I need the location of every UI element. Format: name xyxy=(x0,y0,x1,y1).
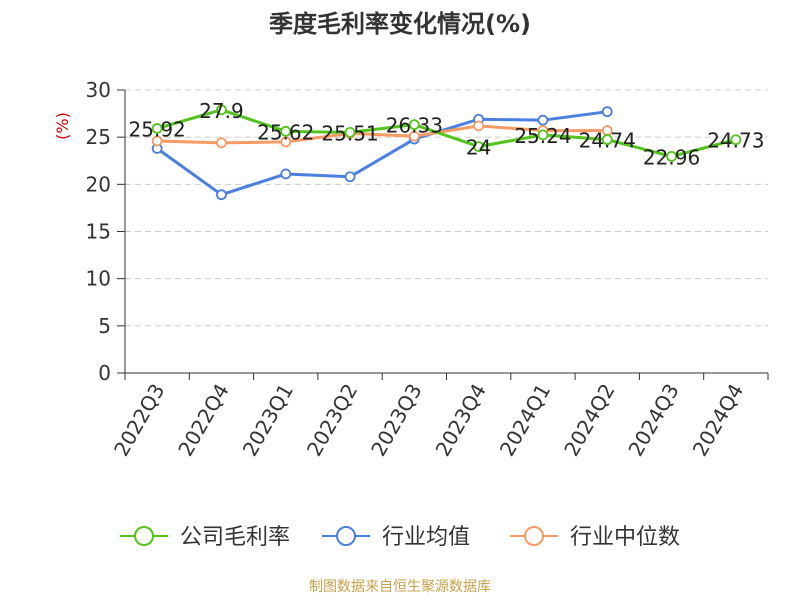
data-point xyxy=(151,123,163,134)
series-line xyxy=(157,124,608,145)
data-label: 22.96 xyxy=(643,145,700,169)
data-point xyxy=(408,130,420,142)
data-label: 26.33 xyxy=(386,114,443,138)
grid-lines xyxy=(125,89,768,327)
x-tick-label: 2024Q3 xyxy=(623,380,683,461)
y-axis-unit-label: (%) xyxy=(53,112,72,140)
data-source-footer: 制图数据来自恒生聚源数据库 xyxy=(309,579,491,595)
y-tick-label: 30 xyxy=(86,78,111,102)
data-label: 24.74 xyxy=(579,129,636,153)
x-tick-label: 2022Q4 xyxy=(173,380,233,461)
data-point xyxy=(216,137,227,149)
data-point xyxy=(730,134,742,146)
data-point xyxy=(151,135,163,147)
x-tick-label: 2022Q3 xyxy=(109,380,169,461)
x-tick-label: 2023Q3 xyxy=(366,380,426,461)
data-labels: 25.92 27.9 25.62 25.51 26.33 24 25.24 24.74 22.9… xyxy=(129,99,765,170)
y-tick-label: 0 xyxy=(98,361,111,385)
x-tick-label: 2023Q2 xyxy=(302,380,362,461)
legend: 公司毛利率 行业均值 行业中位数 xyxy=(120,525,680,550)
legend-marker xyxy=(336,526,356,546)
legend-marker xyxy=(134,526,154,546)
data-point xyxy=(601,134,613,146)
data-point xyxy=(216,104,227,116)
x-tick-label: 2024Q2 xyxy=(559,380,619,461)
data-label: 25.51 xyxy=(321,121,378,145)
data-point xyxy=(280,168,292,180)
data-point xyxy=(344,171,356,183)
data-point xyxy=(280,125,292,137)
y-tick-label: 25 xyxy=(86,125,111,149)
legend-label: 行业均值 xyxy=(382,525,470,550)
data-point xyxy=(473,141,485,153)
data-point xyxy=(537,114,549,126)
y-tick-label: 5 xyxy=(98,314,111,338)
legend-label: 公司毛利率 xyxy=(180,525,290,550)
data-point xyxy=(601,106,613,118)
series-line xyxy=(156,110,608,197)
legend-label: 行业中位数 xyxy=(570,525,680,550)
series-line xyxy=(156,108,737,158)
data-point xyxy=(280,136,292,148)
data-label: 27.9 xyxy=(199,99,244,123)
data-point xyxy=(537,129,549,141)
data-point xyxy=(473,120,485,132)
data-point xyxy=(408,119,420,131)
legend-marker xyxy=(524,526,544,546)
data-label: 24.73 xyxy=(707,129,764,153)
data-label: 25.92 xyxy=(129,117,186,141)
y-tick-label: 10 xyxy=(86,267,111,291)
x-tick-label: 2024Q1 xyxy=(495,380,555,461)
x-tick-label: 2023Q4 xyxy=(431,380,491,461)
x-tick-label: 2023Q1 xyxy=(238,380,298,461)
series-lines xyxy=(151,104,742,201)
data-label: 24 xyxy=(466,136,491,160)
data-point xyxy=(216,189,227,201)
y-tick-label: 20 xyxy=(86,172,111,196)
chart-title: 季度毛利率变化情况(%) xyxy=(269,10,531,38)
data-label: 25.24 xyxy=(514,124,571,148)
x-tick-label: 2024Q4 xyxy=(688,380,748,461)
data-point xyxy=(344,126,356,138)
y-tick-label: 15 xyxy=(86,220,111,244)
data-label: 25.62 xyxy=(257,120,314,144)
data-point xyxy=(666,151,677,162)
